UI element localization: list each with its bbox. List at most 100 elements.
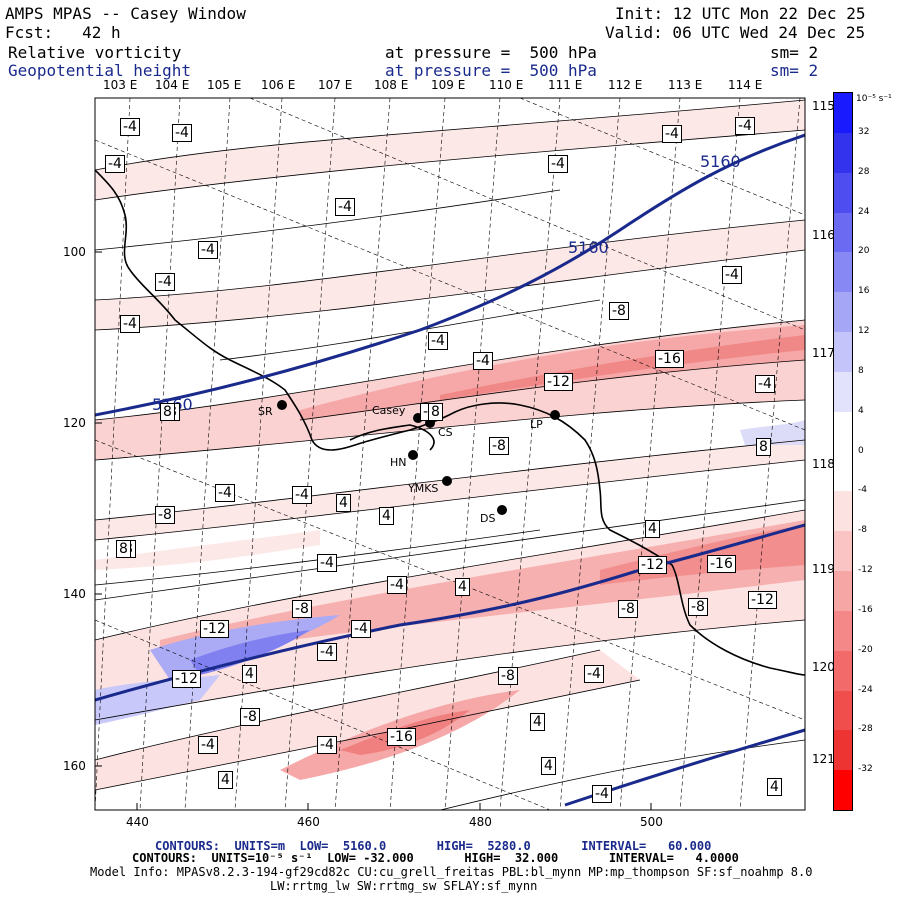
vorticity-label: -4 [215, 484, 235, 502]
lon-label: 112 E [608, 78, 643, 92]
vorticity-label: -4 [387, 576, 407, 594]
colorbar-segment [834, 411, 852, 452]
field2-level: at pressure = 500 hPa [385, 61, 597, 80]
x-tick-label: 500 [640, 815, 663, 829]
colorbar-segment [834, 571, 852, 612]
vorticity-label: -4 [120, 118, 140, 136]
valid-time: Valid: 06 UTC Wed 24 Dec 25 [605, 23, 866, 42]
x-tick-label: 460 [297, 815, 320, 829]
lon-label: 107 E [318, 78, 353, 92]
height-label: 5160 [568, 238, 609, 257]
vorticity-label: 8 [428, 403, 443, 421]
vorticity-label: -8 [155, 506, 175, 524]
vorticity-label: 4 [379, 507, 394, 525]
vorticity-contours [95, 99, 805, 810]
colorbar-tick-label: 8 [858, 365, 864, 376]
colorbar-segment [834, 172, 852, 213]
field2-smooth: sm= 2 [770, 61, 819, 80]
colorbar-segment [834, 292, 852, 333]
vorticity-label: -4 [755, 375, 775, 393]
vorticity-label: -8 [240, 708, 260, 726]
vorticity-label: -4 [317, 736, 337, 754]
vorticity-label: -4 [592, 785, 612, 803]
vorticity-label: -4 [584, 665, 604, 683]
vorticity-label: 4 [645, 520, 660, 538]
vorticity-label: -4 [722, 266, 742, 284]
vorticity-label: -4 [155, 273, 175, 291]
colorbar-segment [834, 132, 852, 174]
colorbar-segment [834, 770, 852, 811]
vorticity-label: -4 [351, 620, 371, 638]
vorticity-label: -4 [317, 554, 337, 572]
field1-level: at pressure = 500 hPa [385, 43, 597, 62]
colorbar-segment [834, 93, 852, 134]
station-label: HN [390, 456, 407, 469]
vorticity-label: 4 [530, 713, 545, 731]
vorticity-label: -4 [335, 198, 355, 216]
colorbar-segment [834, 610, 852, 652]
colorbar-tick-label: 24 [858, 206, 870, 217]
vorticity-label: -4 [317, 643, 337, 661]
station-label: LP [530, 418, 543, 431]
lon-label: 104 E [155, 78, 190, 92]
colorbar-segment [834, 531, 852, 572]
station-label: DS [480, 512, 496, 525]
colorbar-segment [834, 371, 852, 413]
field2-name: Geopotential height [8, 61, 192, 80]
vorticity-label: -4 [105, 155, 125, 173]
vorticity-label: -4 [662, 125, 682, 143]
lon-label: 114 E [728, 78, 763, 92]
vorticity-label: -8 [498, 667, 518, 685]
vorticity-label: -8 [618, 600, 638, 618]
lon-label: 111 E [548, 78, 583, 92]
colorbar-segment [834, 212, 852, 253]
footer-model-info: Model Info: MPASv8.2.3-194-gf29cd82c CU:… [90, 865, 813, 879]
field1-name: Relative vorticity [8, 43, 182, 62]
height-label: 5160 [700, 152, 741, 171]
vorticity-label: -12 [172, 670, 201, 688]
colorbar-tick-label: 28 [858, 166, 870, 177]
lon-label: 110 E [489, 78, 524, 92]
axis-ticks [95, 251, 652, 810]
colorbar-segment [834, 690, 852, 731]
plot-title: AMPS MPAS -- Casey Window [5, 4, 246, 23]
vorticity-label: -12 [748, 591, 777, 609]
y-tick-label: 140 [63, 587, 86, 601]
colorbar-tick-label: 32 [858, 126, 870, 137]
footer-height-contours: CONTOURS: UNITS=m LOW= 5160.0 HIGH= 5280… [155, 839, 712, 853]
lon-label: 108 E [374, 78, 409, 92]
vorticity-label: -4 [172, 124, 192, 142]
y-tick-label: 100 [63, 245, 86, 259]
vorticity-label: -8 [489, 437, 509, 455]
forecast-hour: Fcst: 42 h [5, 23, 121, 42]
vorticity-label: -12 [544, 373, 573, 391]
lon-label: 113 E [668, 78, 703, 92]
vorticity-label: -16 [387, 728, 416, 746]
footer-physics-info: LW:rrtmg_lw SW:rrtmg_sw SFLAY:sf_mynn [270, 879, 538, 893]
field1-smooth: sm= 2 [770, 43, 819, 62]
station-label: CS [438, 426, 453, 439]
vorticity-label: -4 [198, 241, 218, 259]
vorticity-label: -12 [200, 620, 229, 638]
vorticity-shading [95, 100, 805, 790]
colorbar-units: 10⁻⁵ s⁻¹ [856, 94, 892, 104]
coastline [95, 169, 805, 676]
init-time: Init: 12 UTC Mon 22 Dec 25 [615, 4, 866, 23]
vorticity-label: -4 [428, 332, 448, 350]
colorbar-tick-label: 12 [858, 326, 870, 336]
station-label: SR [258, 405, 273, 418]
colorbar-segment [834, 451, 852, 492]
y-tick-label: 120 [63, 416, 86, 430]
lon-label: 105 E [207, 78, 242, 92]
colorbar-tick-label: -12 [858, 565, 873, 575]
colorbar-segment [834, 332, 852, 373]
footer-vorticity-contours: CONTOURS: UNITS=10⁻⁵ s⁻¹ LOW= -32.000 HI… [132, 851, 739, 865]
lon-label: 109 E [431, 78, 466, 92]
vorticity-label: -8 [292, 600, 312, 618]
vorticity-label: 4 [455, 578, 470, 596]
vorticity-label: -4 [473, 352, 493, 370]
vorticity-label: 8 [160, 403, 175, 421]
vorticity-label: 4 [218, 771, 233, 789]
vorticity-label: -4 [120, 315, 140, 333]
lon-label: 103 E [103, 78, 138, 92]
